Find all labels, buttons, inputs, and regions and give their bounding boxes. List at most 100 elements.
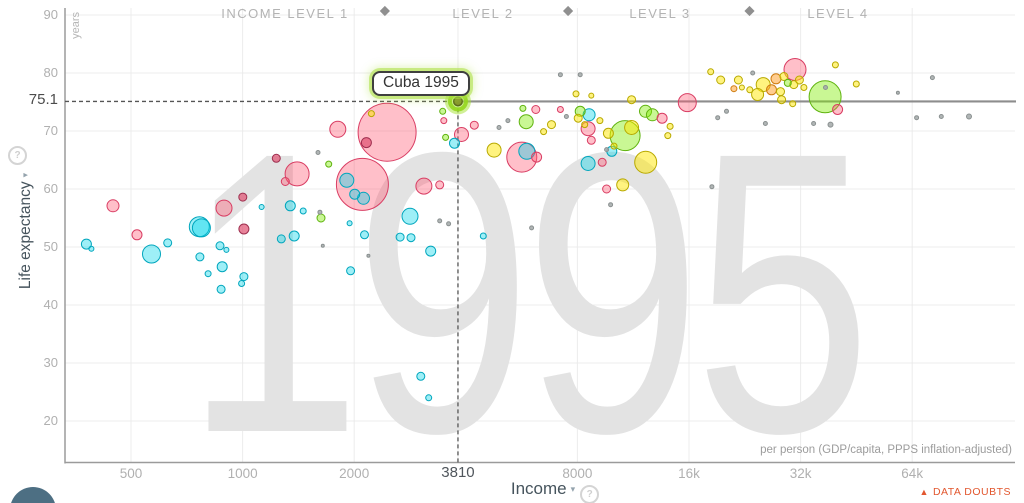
country-bubble-europe-yellow[interactable] (367, 110, 375, 118)
country-bubble-europe-yellow[interactable] (831, 61, 839, 69)
data-doubts-link[interactable]: ▲ DATA DOUBTS (920, 486, 1011, 498)
country-bubble-asia-red[interactable] (435, 180, 445, 190)
country-bubble-orange[interactable] (766, 84, 777, 96)
country-bubble-africa-cyan[interactable] (479, 232, 487, 240)
country-bubble-asia-red[interactable] (469, 120, 479, 130)
country-bubble-gray-dot[interactable] (366, 253, 371, 258)
country-bubble-africa-cyan[interactable] (142, 244, 161, 264)
country-bubble-europe-yellow[interactable] (666, 122, 674, 130)
country-bubble-gray-dot[interactable] (724, 108, 729, 114)
country-bubble-africa-cyan[interactable] (425, 394, 433, 402)
country-bubble-gray-dot[interactable] (320, 243, 325, 248)
country-bubble-europe-yellow[interactable] (794, 75, 804, 85)
x-axis-title-group[interactable]: Income ▾? (455, 479, 655, 503)
country-bubble-europe-yellow[interactable] (664, 132, 672, 140)
country-bubble-africa-cyan[interactable] (88, 245, 95, 252)
country-bubble-africa-cyan[interactable] (163, 238, 173, 248)
country-bubble-africa-cyan[interactable] (518, 142, 536, 160)
country-bubble-dark-red[interactable] (238, 192, 248, 202)
country-bubble-asia-red[interactable] (106, 199, 120, 213)
country-bubble-gray-dot[interactable] (529, 225, 535, 231)
country-bubble-europe-yellow[interactable] (602, 127, 614, 139)
country-bubble-gray-dot[interactable] (557, 72, 563, 78)
country-bubble-orange[interactable] (730, 85, 738, 93)
y-axis-title-group[interactable]: Life expectancy ▾ (17, 141, 35, 321)
country-bubble-americas-green[interactable] (519, 104, 527, 112)
country-bubble-asia-red[interactable] (531, 151, 543, 163)
country-bubble-asia-red[interactable] (415, 177, 433, 195)
country-bubble-africa-cyan[interactable] (288, 230, 300, 242)
country-bubble-europe-yellow[interactable] (581, 121, 589, 129)
country-bubble-africa-cyan[interactable] (215, 241, 225, 251)
help-icon[interactable]: ? (580, 485, 600, 503)
country-bubble-europe-yellow[interactable] (540, 128, 548, 136)
country-bubble-americas-green[interactable] (783, 78, 792, 87)
country-bubble-africa-cyan[interactable] (349, 188, 361, 200)
country-bubble-dark-red[interactable] (271, 153, 281, 163)
country-bubble-asia-red[interactable] (531, 105, 541, 114)
country-bubble-gray-dot[interactable] (966, 113, 972, 120)
country-bubble-asia-red[interactable] (280, 177, 290, 186)
country-bubble-africa-cyan[interactable] (258, 204, 265, 210)
country-bubble-europe-yellow[interactable] (627, 95, 637, 105)
y-axis-title[interactable]: Life expectancy (17, 181, 34, 290)
country-bubble-asia-red[interactable] (284, 161, 310, 187)
country-bubble-asia-red[interactable] (357, 102, 417, 162)
x-axis-title[interactable]: Income (510, 479, 567, 498)
country-bubble-africa-cyan[interactable] (406, 233, 416, 243)
country-bubble-asia-red[interactable] (832, 104, 844, 115)
country-bubble-africa-cyan[interactable] (276, 234, 286, 244)
country-bubble-americas-green[interactable] (518, 114, 534, 130)
country-bubble-africa-cyan[interactable] (284, 200, 296, 212)
country-bubble-gray-dot[interactable] (577, 72, 583, 78)
country-bubble-gray-dot[interactable] (496, 125, 502, 130)
country-bubble-europe-yellow[interactable] (751, 88, 765, 101)
country-bubble-gray-dot[interactable] (715, 115, 721, 121)
country-bubble-dark-red[interactable] (238, 223, 250, 235)
country-bubble-gray-dot[interactable] (563, 114, 569, 119)
country-bubble-asia-red[interactable] (677, 93, 697, 113)
country-bubble-europe-yellow[interactable] (634, 150, 658, 174)
country-bubble-gray-dot[interactable] (709, 184, 715, 190)
country-bubble-africa-cyan[interactable] (223, 246, 230, 253)
country-bubble-gray-dot[interactable] (315, 150, 321, 155)
country-bubble-dark-red[interactable] (360, 137, 372, 149)
country-bubble-europe-yellow[interactable] (738, 84, 745, 91)
country-bubble-europe-yellow[interactable] (572, 90, 580, 98)
country-bubble-asia-red[interactable] (215, 199, 233, 217)
country-bubble-africa-cyan[interactable] (360, 230, 369, 240)
country-bubble-africa-cyan[interactable] (395, 232, 405, 242)
country-bubble-europe-yellow[interactable] (716, 75, 726, 85)
country-bubble-africa-cyan[interactable] (80, 238, 92, 250)
country-bubble-gray-dot[interactable] (762, 121, 768, 126)
country-bubble-gray-dot[interactable] (446, 221, 452, 227)
country-bubble-africa-cyan[interactable] (346, 266, 356, 276)
country-bubble-gray-dot[interactable] (750, 70, 756, 76)
country-bubble-gray-dot[interactable] (938, 114, 944, 119)
country-bubble-asia-red[interactable] (335, 157, 389, 211)
country-bubble-africa-cyan[interactable] (449, 137, 460, 149)
country-bubble-asia-red[interactable] (656, 112, 668, 124)
country-bubble-europe-yellow[interactable] (707, 68, 715, 76)
country-bubble-gray-dot[interactable] (505, 118, 511, 124)
country-bubble-asia-red[interactable] (556, 106, 564, 113)
selected-country-tooltip[interactable]: Cuba 1995 (372, 71, 470, 96)
country-bubble-europe-yellow[interactable] (733, 75, 743, 85)
country-bubble-gray-dot[interactable] (604, 147, 610, 153)
country-bubble-africa-cyan[interactable] (238, 280, 246, 287)
country-bubble-africa-cyan[interactable] (401, 207, 419, 225)
country-bubble-europe-yellow[interactable] (596, 117, 604, 125)
help-icon[interactable]: ? (8, 146, 27, 165)
country-bubble-europe-yellow[interactable] (852, 80, 860, 88)
country-bubble-africa-cyan[interactable] (339, 172, 355, 188)
country-bubble-americas-green[interactable] (639, 104, 652, 118)
country-bubble-gray-dot[interactable] (608, 202, 614, 208)
country-bubble-europe-yellow[interactable] (616, 178, 630, 192)
country-bubble-orange[interactable] (770, 73, 782, 85)
country-bubble-americas-green[interactable] (645, 108, 659, 122)
country-bubble-africa-cyan[interactable] (299, 207, 307, 215)
country-bubble-asia-red[interactable] (329, 120, 347, 138)
country-bubble-africa-cyan[interactable] (239, 272, 249, 282)
country-bubble-africa-cyan[interactable] (416, 371, 426, 381)
